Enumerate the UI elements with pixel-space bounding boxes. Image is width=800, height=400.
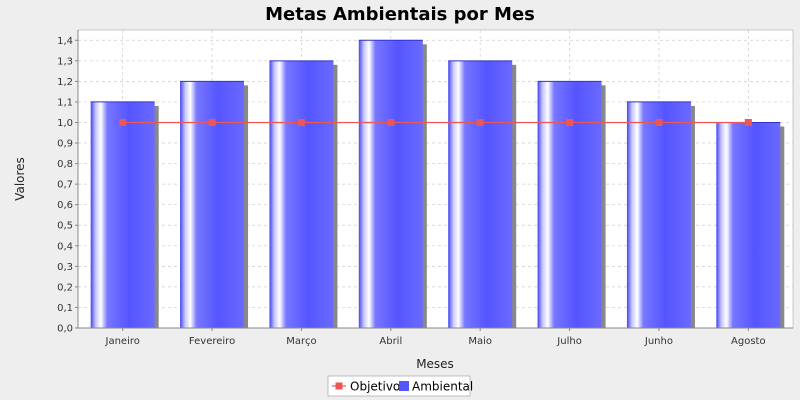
x-tick-label: Maio <box>468 336 492 347</box>
y-tick-label: 0,1 <box>57 303 73 314</box>
y-tick-label: 0,3 <box>57 262 73 273</box>
bar <box>180 81 245 329</box>
y-axis-label: Valores <box>13 157 27 201</box>
target-point <box>387 118 395 126</box>
legend-ambiental-swatch <box>399 381 409 391</box>
y-tick-label: 0,6 <box>57 200 73 211</box>
bar <box>358 40 423 328</box>
target-point <box>297 118 305 126</box>
y-tick-label: 1,2 <box>57 77 73 88</box>
x-tick-label: Agosto <box>731 336 766 347</box>
y-tick-label: 1,1 <box>57 97 73 108</box>
x-tick-label: Junho <box>644 336 673 347</box>
legend-ambiental-label: Ambiental <box>412 380 473 394</box>
x-tick-label: Julho <box>556 336 582 347</box>
chart-title: Metas Ambientais por Mes <box>265 4 535 25</box>
y-tick-label: 0,5 <box>57 221 73 232</box>
y-tick-label: 0,4 <box>57 241 73 252</box>
target-point <box>655 118 663 126</box>
legend-objetivo-marker <box>335 382 343 390</box>
x-axis-label: Meses <box>416 357 454 371</box>
target-point <box>476 118 484 126</box>
target-point <box>744 118 752 126</box>
y-tick-label: 0,0 <box>57 324 73 335</box>
y-tick-label: 0,2 <box>57 282 73 293</box>
bar <box>90 101 155 329</box>
x-tick-label: Março <box>286 336 316 347</box>
y-tick-label: 1,3 <box>57 56 73 67</box>
bar <box>269 60 334 329</box>
y-tick-label: 0,9 <box>57 139 73 150</box>
legend: Objetivo Ambiental <box>327 375 473 397</box>
x-tick-label: Janeiro <box>105 336 140 347</box>
target-point <box>566 118 574 126</box>
bar <box>537 81 602 329</box>
bars <box>90 39 785 329</box>
y-tick-label: 1,4 <box>57 36 73 47</box>
target-point <box>119 118 127 126</box>
y-tick-label: 0,7 <box>57 180 73 191</box>
x-axis: Janeiro Fevereiro Março Abril Maio Julho Junho… <box>78 327 793 347</box>
x-tick-label: Fevereiro <box>189 336 235 347</box>
legend-objetivo-label: Objetivo <box>350 380 400 394</box>
target-line <box>119 118 752 126</box>
y-tick-label: 1,0 <box>57 118 73 129</box>
bar <box>716 122 781 328</box>
y-tick-label: 0,8 <box>57 159 73 170</box>
bar <box>626 101 691 329</box>
y-axis: 0,0 0,1 0,2 0,3 0,4 0,5 0,6 0,7 0,8 0,9 1,0 1,1 1,2 1… <box>57 30 79 335</box>
target-point <box>208 118 216 126</box>
x-tick-label: Abril <box>379 336 402 347</box>
bar <box>448 60 513 329</box>
